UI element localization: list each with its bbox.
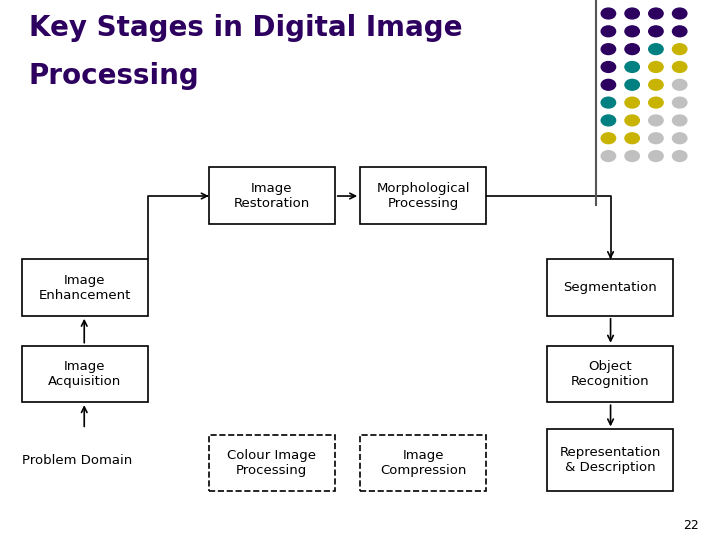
Circle shape xyxy=(672,97,687,108)
Circle shape xyxy=(649,26,663,37)
Circle shape xyxy=(649,115,663,126)
Circle shape xyxy=(672,115,687,126)
Circle shape xyxy=(601,115,616,126)
Text: Problem Domain: Problem Domain xyxy=(22,454,132,467)
FancyBboxPatch shape xyxy=(547,346,673,402)
Circle shape xyxy=(625,79,639,90)
Circle shape xyxy=(672,133,687,144)
Text: Morphological
Processing: Morphological Processing xyxy=(377,182,469,210)
FancyBboxPatch shape xyxy=(360,435,486,491)
Text: Segmentation: Segmentation xyxy=(563,281,657,294)
Circle shape xyxy=(672,8,687,19)
Circle shape xyxy=(625,26,639,37)
Circle shape xyxy=(625,8,639,19)
Circle shape xyxy=(601,44,616,55)
Text: Representation
& Description: Representation & Description xyxy=(559,447,661,474)
Circle shape xyxy=(625,133,639,144)
Circle shape xyxy=(601,62,616,72)
FancyBboxPatch shape xyxy=(547,429,673,491)
Circle shape xyxy=(672,151,687,161)
Circle shape xyxy=(625,151,639,161)
Text: Image
Enhancement: Image Enhancement xyxy=(38,274,131,301)
Text: Image
Restoration: Image Restoration xyxy=(234,182,310,210)
Circle shape xyxy=(649,79,663,90)
Circle shape xyxy=(625,97,639,108)
Circle shape xyxy=(601,79,616,90)
Circle shape xyxy=(625,62,639,72)
Circle shape xyxy=(649,151,663,161)
Circle shape xyxy=(601,8,616,19)
Circle shape xyxy=(625,44,639,55)
Text: Processing: Processing xyxy=(29,62,199,90)
Circle shape xyxy=(601,151,616,161)
Circle shape xyxy=(649,44,663,55)
Text: Object
Recognition: Object Recognition xyxy=(571,360,649,388)
Text: Key Stages in Digital Image: Key Stages in Digital Image xyxy=(29,14,462,42)
Circle shape xyxy=(649,133,663,144)
Text: Colour Image
Processing: Colour Image Processing xyxy=(228,449,316,477)
FancyBboxPatch shape xyxy=(209,167,335,224)
Circle shape xyxy=(625,115,639,126)
FancyBboxPatch shape xyxy=(22,346,148,402)
Circle shape xyxy=(601,97,616,108)
Circle shape xyxy=(649,8,663,19)
FancyBboxPatch shape xyxy=(360,167,486,224)
Circle shape xyxy=(672,62,687,72)
FancyBboxPatch shape xyxy=(547,259,673,316)
FancyBboxPatch shape xyxy=(209,435,335,491)
Circle shape xyxy=(672,79,687,90)
Circle shape xyxy=(672,26,687,37)
Text: Image
Compression: Image Compression xyxy=(380,449,466,477)
Text: Image
Acquisition: Image Acquisition xyxy=(48,360,121,388)
Circle shape xyxy=(601,26,616,37)
Circle shape xyxy=(649,97,663,108)
Text: 22: 22 xyxy=(683,519,698,532)
FancyBboxPatch shape xyxy=(22,259,148,316)
Circle shape xyxy=(649,62,663,72)
Circle shape xyxy=(601,133,616,144)
Circle shape xyxy=(672,44,687,55)
